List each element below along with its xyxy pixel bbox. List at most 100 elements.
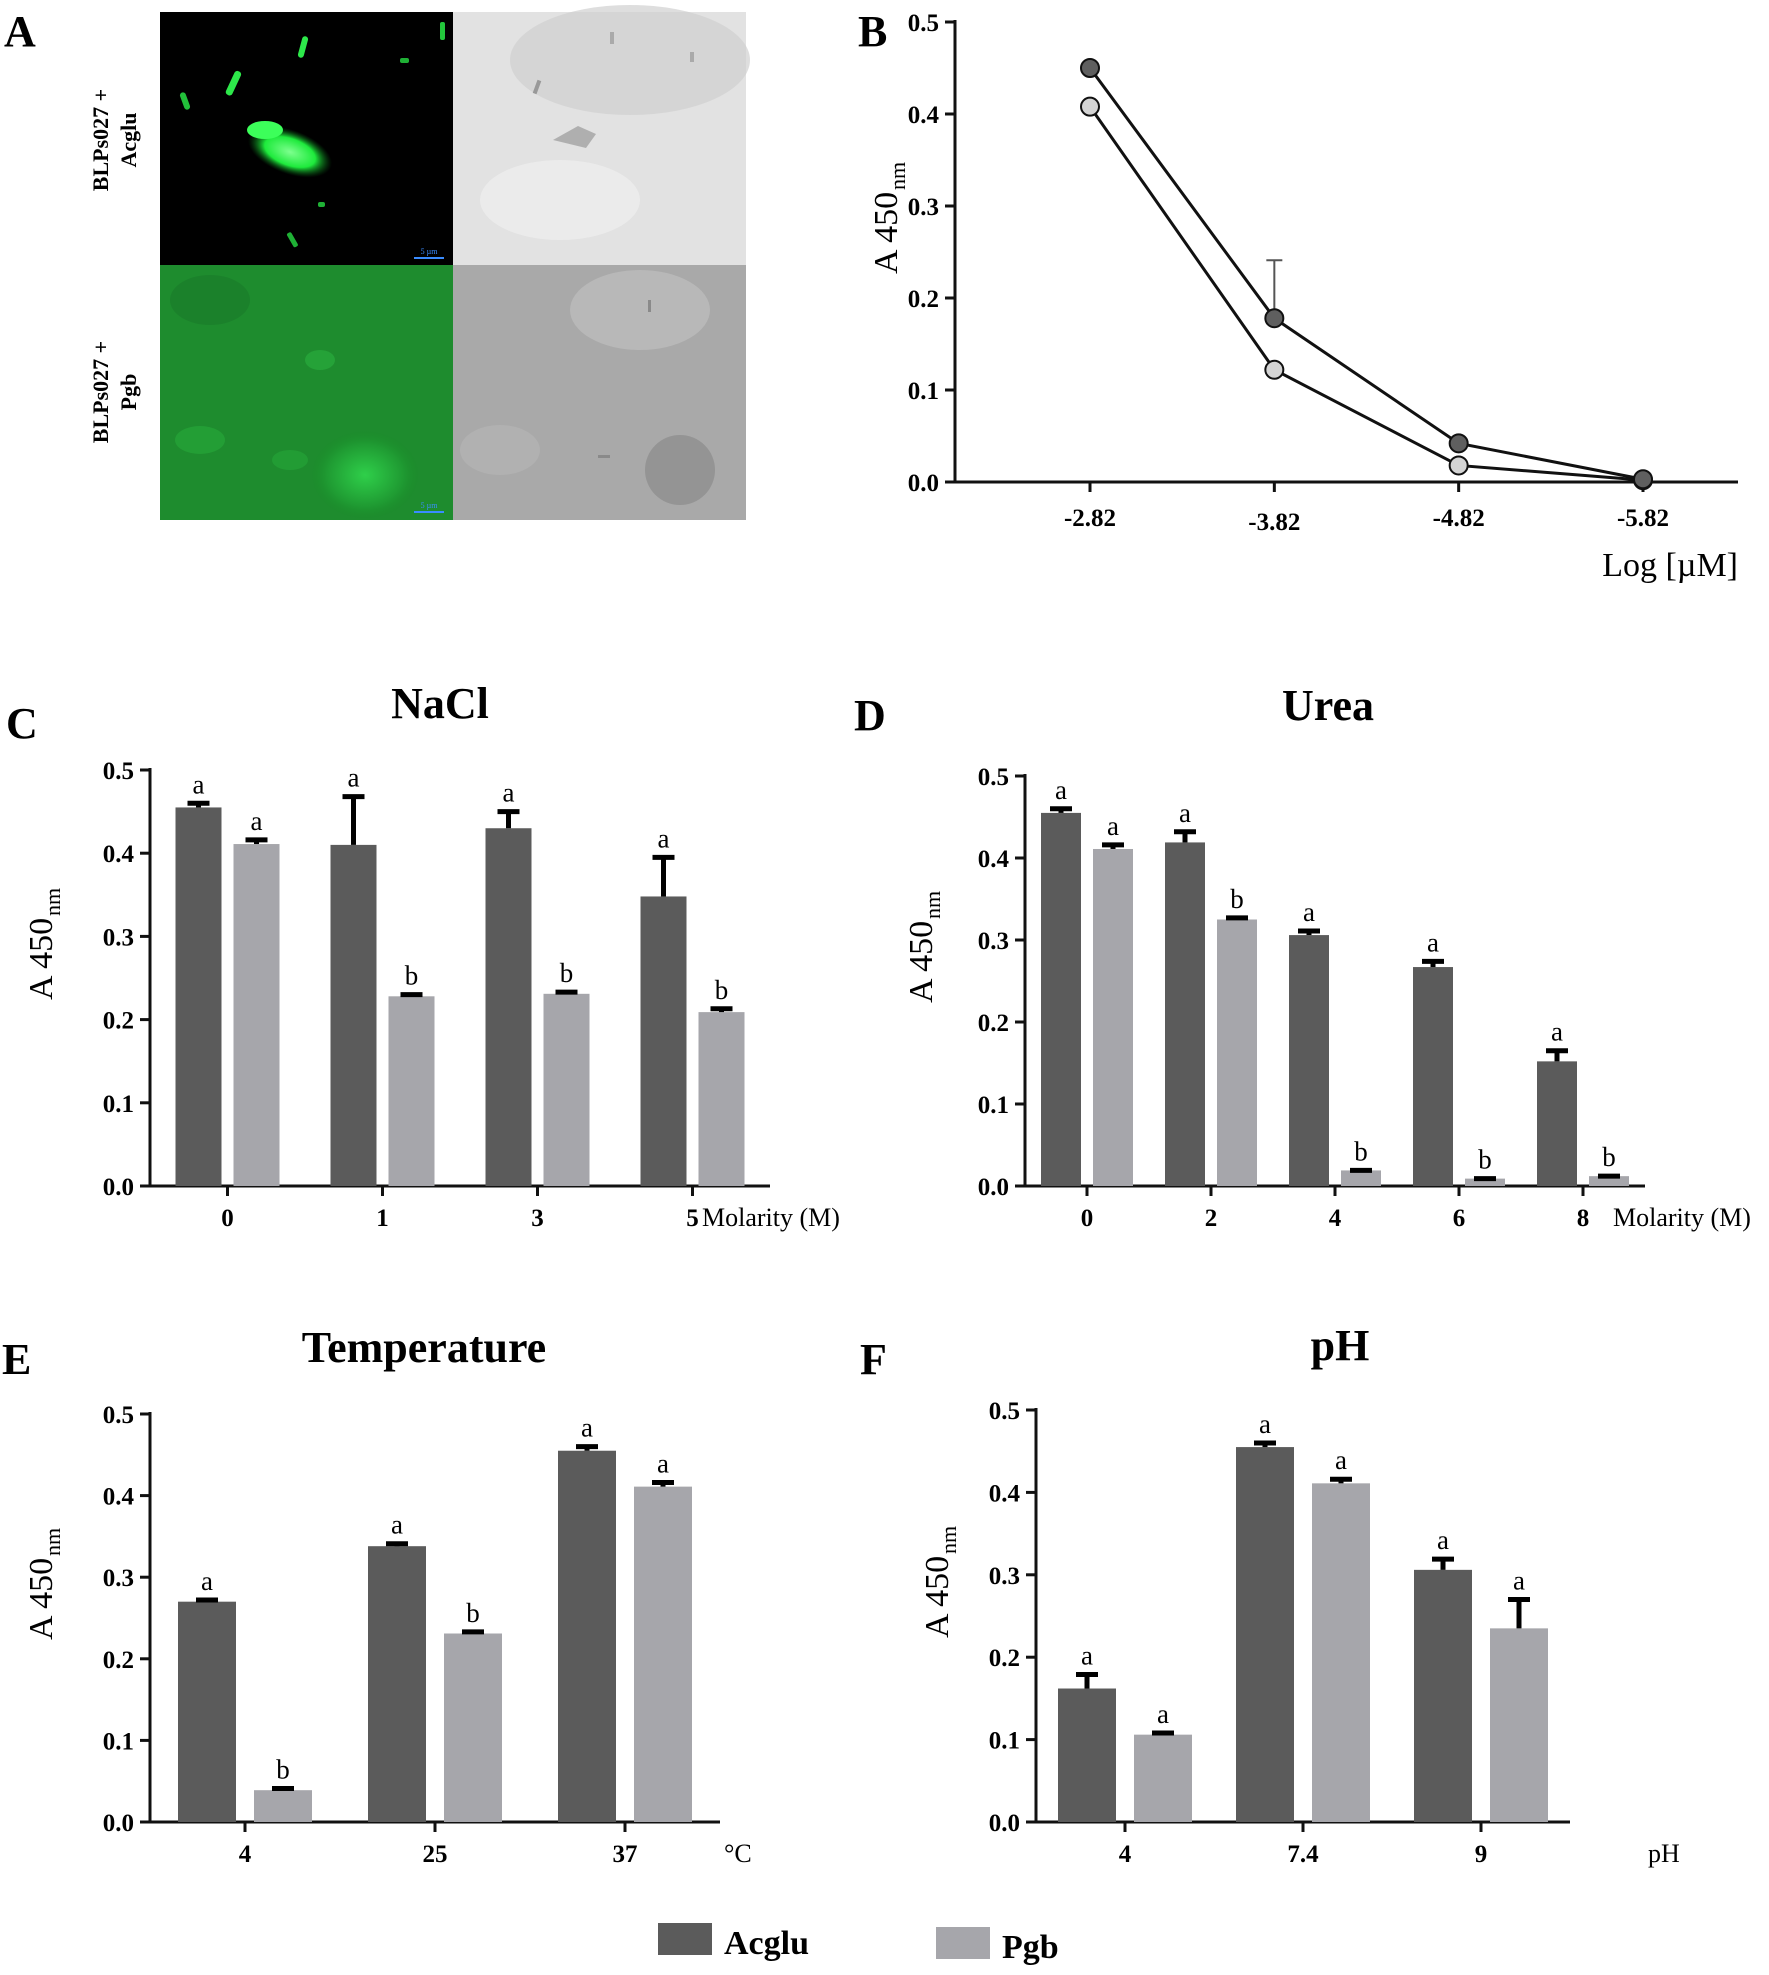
bar-pgb [254, 1790, 312, 1822]
bar-pgb [634, 1486, 692, 1822]
bar-pgb [1465, 1178, 1505, 1186]
y-tick-label: 0.5 [908, 10, 939, 37]
legend: Acglu Pgb [658, 1923, 1059, 1966]
bar-pgb [388, 996, 435, 1186]
series-line-1 [1088, 67, 1644, 481]
significance-letter: a [391, 1510, 403, 1540]
significance-letter: a [581, 1413, 593, 1443]
significance-letter: a [201, 1566, 213, 1596]
row-label-pgb-line1: BLPs027 + [88, 341, 113, 443]
y-axis-title-sub: nm [40, 1528, 65, 1556]
x-tick-label: 37 [613, 1841, 638, 1868]
bar-pgb [233, 844, 280, 1186]
x-tick-label: 7.4 [1287, 1841, 1319, 1868]
y-tick-label: 0.5 [989, 1398, 1020, 1425]
micrograph-acglu-fluorescence: 5 µm [160, 12, 453, 265]
x-axis-unit: pH [1648, 1839, 1680, 1868]
y-tick-label: 0.4 [103, 1484, 135, 1511]
y-tick-label: 0.4 [908, 102, 940, 129]
y-tick-label: 0.0 [908, 470, 939, 497]
y-tick-label: 0.2 [978, 1010, 1009, 1037]
bar-acglu [1414, 1569, 1472, 1822]
y-tick-label: 0.0 [978, 1174, 1009, 1201]
data-point-series-2 [1264, 359, 1285, 380]
chart-title-e: Temperature [302, 1323, 546, 1372]
y-tick-label: 0.5 [103, 1402, 134, 1429]
y-tick-label: 0.2 [103, 1647, 134, 1674]
y-tick-label: 0.1 [908, 378, 939, 405]
x-tick-label: 4 [239, 1841, 252, 1868]
x-tick-label: -5.82 [1617, 505, 1669, 532]
y-tick-label: 0.3 [978, 928, 1009, 955]
significance-letter: a [1179, 798, 1191, 828]
y-axis-title-sub: nm [936, 1526, 961, 1554]
y-tick-label: 0.5 [103, 758, 134, 785]
panel-letter-c: C [6, 699, 38, 748]
y-axis-title-main: A 450 [903, 921, 940, 1003]
significance-letter: b [466, 1598, 480, 1628]
y-axis-title-sub: nm [40, 888, 65, 916]
significance-letter: b [560, 958, 574, 988]
legend-swatch-pgb [936, 1927, 990, 1959]
y-axis-title-main: A 450 [868, 192, 905, 274]
data-point-series-1 [1264, 308, 1285, 329]
x-tick-label: 8 [1577, 1205, 1590, 1232]
x-tick-label: 25 [423, 1841, 448, 1868]
y-axis-title-main: A 450 [23, 918, 60, 1000]
significance-letter: a [503, 778, 515, 808]
x-tick-label: 9 [1475, 1841, 1488, 1868]
row-label-acglu-line2: Acglu [116, 113, 141, 168]
row-label-acglu: BLPs027 + Acglu [88, 89, 141, 191]
significance-letter: a [193, 769, 205, 799]
bar-pgb [444, 1633, 502, 1822]
significance-letter: a [1303, 897, 1315, 927]
x-tick-label: 5 [686, 1205, 699, 1232]
legend-label-acglu: Acglu [724, 1925, 809, 1962]
y-axis-title-sub: nm [885, 162, 910, 190]
x-tick-label: -3.82 [1248, 509, 1300, 536]
data-point-series-1 [1448, 433, 1469, 454]
significance-letter: a [1107, 811, 1119, 841]
x-tick-label: -4.82 [1433, 505, 1485, 532]
micrograph-acglu-brightfield [453, 5, 750, 265]
bar-acglu [178, 1601, 236, 1822]
y-tick-label: 0.3 [908, 194, 939, 221]
significance-letter: a [657, 1449, 669, 1479]
y-tick-label: 0.4 [978, 846, 1010, 873]
row-label-pgb: BLPs027 + Pgb [88, 341, 141, 443]
x-tick-label: 3 [531, 1205, 544, 1232]
row-label-acglu-line1: BLPs027 + [88, 89, 113, 191]
y-tick-label: 0.4 [989, 1480, 1021, 1507]
y-tick-label: 0.0 [103, 1810, 134, 1837]
data-point-series-2 [1448, 455, 1469, 476]
bar-pgb [1589, 1176, 1629, 1186]
panel-letter-f: F [860, 1335, 887, 1384]
chart-title-c: NaCl [391, 679, 489, 728]
bar-pgb [1490, 1628, 1548, 1822]
significance-letter: a [658, 823, 670, 853]
micrograph-pgb-fluorescence: 5 µm [160, 265, 453, 520]
bar-acglu [1058, 1688, 1116, 1822]
bar-acglu [485, 828, 532, 1186]
y-tick-label: 0.4 [103, 841, 135, 868]
bar-acglu [1413, 967, 1453, 1186]
significance-letter: a [1157, 1699, 1169, 1729]
bar-pgb [1217, 919, 1257, 1186]
data-point-series-1 [1080, 58, 1100, 78]
y-tick-label: 0.1 [989, 1728, 1020, 1755]
bar-acglu [1165, 842, 1205, 1186]
panel-letter-d: D [854, 691, 886, 740]
y-tick-label: 0.3 [989, 1563, 1020, 1590]
y-tick-label: 0.3 [103, 924, 134, 951]
x-tick-label: 6 [1453, 1205, 1466, 1232]
panel-a: A BLPs027 + Acglu BLPs027 + Pgb 5 µm [4, 5, 750, 520]
